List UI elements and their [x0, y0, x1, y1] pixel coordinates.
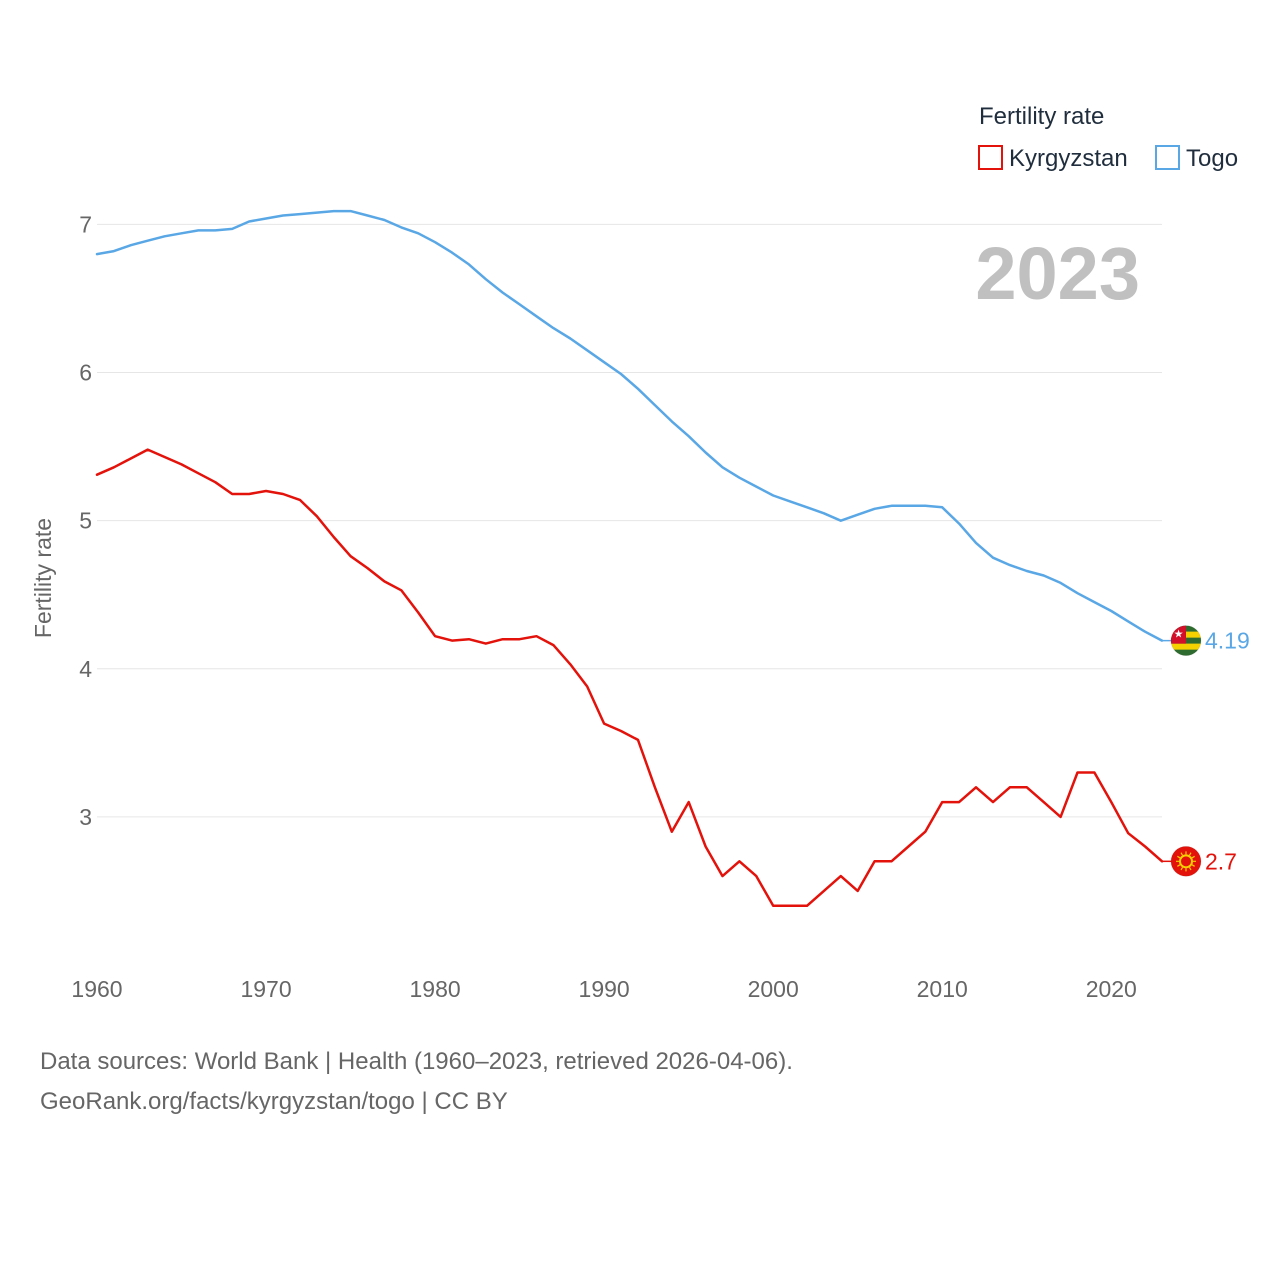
- y-axis-ticks: 3 4 5 6 7: [79, 211, 92, 829]
- legend-label-kyrgyzstan: Kyrgyzstan: [1009, 145, 1128, 172]
- source-line: Data sources: World Bank | Health (1960–…: [40, 1048, 793, 1075]
- end-value-label-togo: 4.19: [1205, 628, 1250, 654]
- year-stamp: 2023: [975, 232, 1140, 315]
- series-line-kyrgyzstan: [95, 448, 1164, 908]
- y-tick-label: 6: [79, 360, 92, 386]
- gridlines: [97, 223, 1162, 818]
- x-tick-label: 1990: [579, 976, 630, 1002]
- data-source-note: Data sources: World Bank | Health (1960–…: [40, 1042, 793, 1122]
- y-tick-label: 5: [79, 508, 92, 534]
- legend-label-togo: Togo: [1186, 145, 1238, 172]
- x-tick-label: 2010: [917, 976, 968, 1002]
- series-end-markers: 2.7 ★ 4.19: [1162, 625, 1250, 877]
- y-tick-label: 7: [79, 211, 92, 237]
- y-tick-label: 4: [79, 656, 92, 682]
- end-value-label-kyrgyzstan: 2.7: [1205, 848, 1237, 874]
- x-tick-label: 1960: [71, 976, 122, 1002]
- svg-text:★: ★: [1174, 628, 1184, 641]
- series-line-togo: [95, 209, 1164, 642]
- x-axis-ticks: 1960 1970 1980 1990 2000 2010 2020: [71, 976, 1136, 1002]
- legend-item-kyrgyzstan[interactable]: Kyrgyzstan: [978, 145, 1128, 172]
- legend-swatch-kyrgyzstan: [978, 145, 1003, 170]
- x-tick-label: 2000: [748, 976, 799, 1002]
- line-chart: 3 4 5 6 7 1960 1970 1980 1990 2000 2010 2020 Ferti…: [30, 103, 1250, 1002]
- legend: Fertility rate Kyrgyzstan Togo: [978, 103, 1238, 172]
- x-tick-label: 1980: [410, 976, 461, 1002]
- legend-item-togo[interactable]: Togo: [1155, 145, 1238, 172]
- x-tick-label: 2020: [1086, 976, 1137, 1002]
- legend-swatch-togo: [1155, 145, 1180, 170]
- y-tick-label: 3: [79, 804, 92, 830]
- x-tick-label: 1970: [240, 976, 291, 1002]
- attribution-link[interactable]: GeoRank.org/facts/kyrgyzstan/togo | CC B…: [40, 1088, 508, 1115]
- kyrgyzstan-flag-icon: [1170, 845, 1202, 877]
- series-lines: [95, 209, 1164, 908]
- legend-title: Fertility rate: [979, 103, 1104, 130]
- y-axis-title: Fertility rate: [30, 518, 56, 638]
- togo-flag-icon: ★: [1170, 625, 1202, 657]
